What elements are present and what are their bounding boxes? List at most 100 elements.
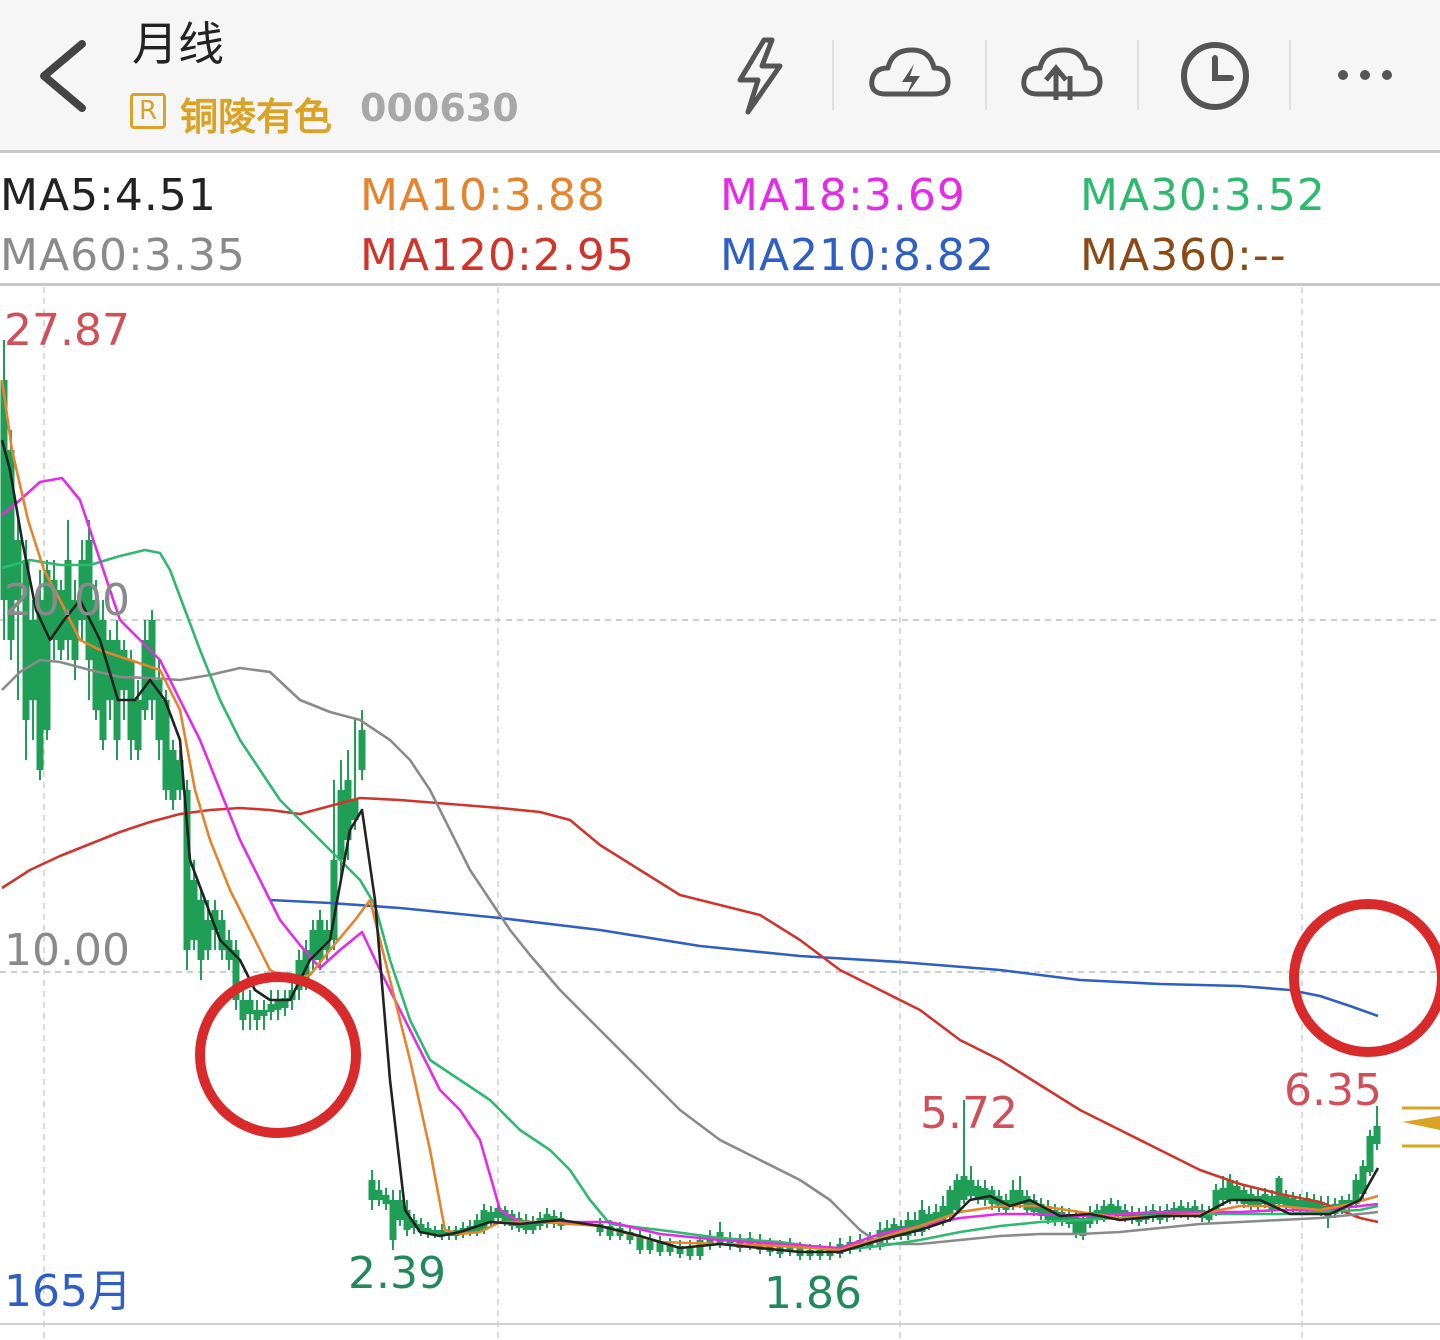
candle-body [431, 1230, 439, 1234]
ma60-value: MA60:3.35 [0, 230, 246, 281]
candle-body [967, 1180, 975, 1196]
candle-body [358, 730, 366, 770]
candle-body [323, 930, 331, 950]
more-button[interactable] [1315, 30, 1415, 120]
candle-body [686, 1246, 694, 1256]
candle-body [0, 380, 8, 600]
candle-body [939, 1206, 947, 1222]
candle-body [1100, 1206, 1108, 1218]
top-bar [0, 0, 1440, 150]
candle-body [1009, 1190, 1017, 1206]
candle-body [1359, 1166, 1367, 1194]
candle-body [1079, 1218, 1087, 1236]
candle-body [1219, 1188, 1227, 1200]
ma30-value: MA30:3.52 [1080, 170, 1326, 221]
candle-body [487, 1212, 495, 1222]
ma30-line [1, 548, 1379, 1252]
candle-body [1317, 1202, 1325, 1212]
back-button[interactable] [30, 34, 100, 114]
candle-body [22, 560, 30, 720]
cloud-lightning-icon [869, 47, 951, 97]
peak-price-label: 5.72 [920, 1088, 1018, 1139]
candle-body [786, 1244, 794, 1252]
candle-body [1037, 1204, 1045, 1216]
candle-body [183, 790, 191, 950]
candle-body [480, 1210, 488, 1230]
candle-body [211, 910, 219, 930]
stock-code: 000630 [360, 86, 519, 130]
candle-body [946, 1190, 954, 1216]
candle-body [438, 1230, 446, 1236]
ma18-line [1, 476, 1379, 1250]
candle-body [883, 1228, 891, 1240]
candle-body [981, 1188, 989, 1200]
candle-body [85, 540, 93, 660]
candle-body [1016, 1190, 1024, 1204]
candle-body [267, 1004, 275, 1012]
candle-body [1268, 1196, 1276, 1210]
ma60-line [1, 658, 1379, 1246]
candle-body [14, 540, 22, 600]
candle-body [543, 1214, 551, 1224]
ma10-value: MA10:3.88 [360, 170, 606, 221]
candle-body [29, 620, 37, 700]
flash-button[interactable] [712, 30, 812, 120]
candle-body [696, 1240, 704, 1256]
candle-body [396, 1200, 404, 1220]
ma18-value: MA18:3.69 [720, 170, 966, 221]
candle-body [141, 640, 149, 710]
candle-body [382, 1195, 390, 1204]
candle-body [501, 1210, 509, 1222]
candle-body [918, 1210, 926, 1232]
candle-body [1233, 1186, 1241, 1200]
toolbar-divider [985, 40, 987, 110]
candle-body [1366, 1136, 1374, 1172]
candle-body [99, 620, 107, 740]
candle-body [960, 1176, 968, 1200]
grid-label-high: 20.00 [4, 575, 130, 626]
min-price-label: 1.86 [764, 1268, 862, 1319]
candle-body [1212, 1190, 1220, 1212]
candle-body [953, 1180, 961, 1210]
candle-body [260, 1010, 268, 1016]
candle-body [522, 1220, 530, 1230]
ma360-value: MA360:-- [1080, 230, 1287, 281]
candle-body [1128, 1212, 1136, 1220]
candle-body [995, 1196, 1003, 1208]
candle-body [403, 1210, 411, 1230]
candle-body [1261, 1194, 1269, 1204]
candle-body [676, 1246, 684, 1254]
candle-body [232, 950, 240, 1000]
more-icon [1338, 70, 1392, 80]
candle-body [726, 1238, 734, 1246]
candle-body [239, 1000, 247, 1020]
clock-icon [1181, 42, 1249, 110]
period-count-label: 165月 [4, 1266, 132, 1317]
ma5-line [0, 439, 1380, 1254]
candle-body [1023, 1196, 1031, 1210]
candle-body [162, 700, 170, 790]
candle-body [316, 920, 324, 960]
max-price-label: 27.87 [4, 305, 130, 356]
cloud-upload-icon [1021, 47, 1103, 100]
candle-body [309, 930, 317, 960]
history-button[interactable] [1165, 30, 1265, 120]
candle-body [368, 1180, 376, 1200]
candle-body [1107, 1204, 1115, 1214]
candle-body [1310, 1200, 1318, 1210]
candle-body [253, 1010, 261, 1020]
candle-body [666, 1244, 674, 1252]
candle-body [302, 950, 310, 980]
candle-body [1177, 1206, 1185, 1214]
cloud-sync-button[interactable] [860, 30, 960, 120]
candle-body [1303, 1198, 1311, 1208]
candle-body [43, 570, 51, 730]
cloud-upload-button[interactable] [1012, 30, 1112, 120]
chevron-left-icon [40, 40, 86, 112]
candle-body [646, 1240, 654, 1250]
candle-body [1086, 1212, 1094, 1224]
candle-body [351, 800, 359, 820]
ma120-line [1, 796, 1379, 1224]
candle-body [337, 790, 345, 860]
